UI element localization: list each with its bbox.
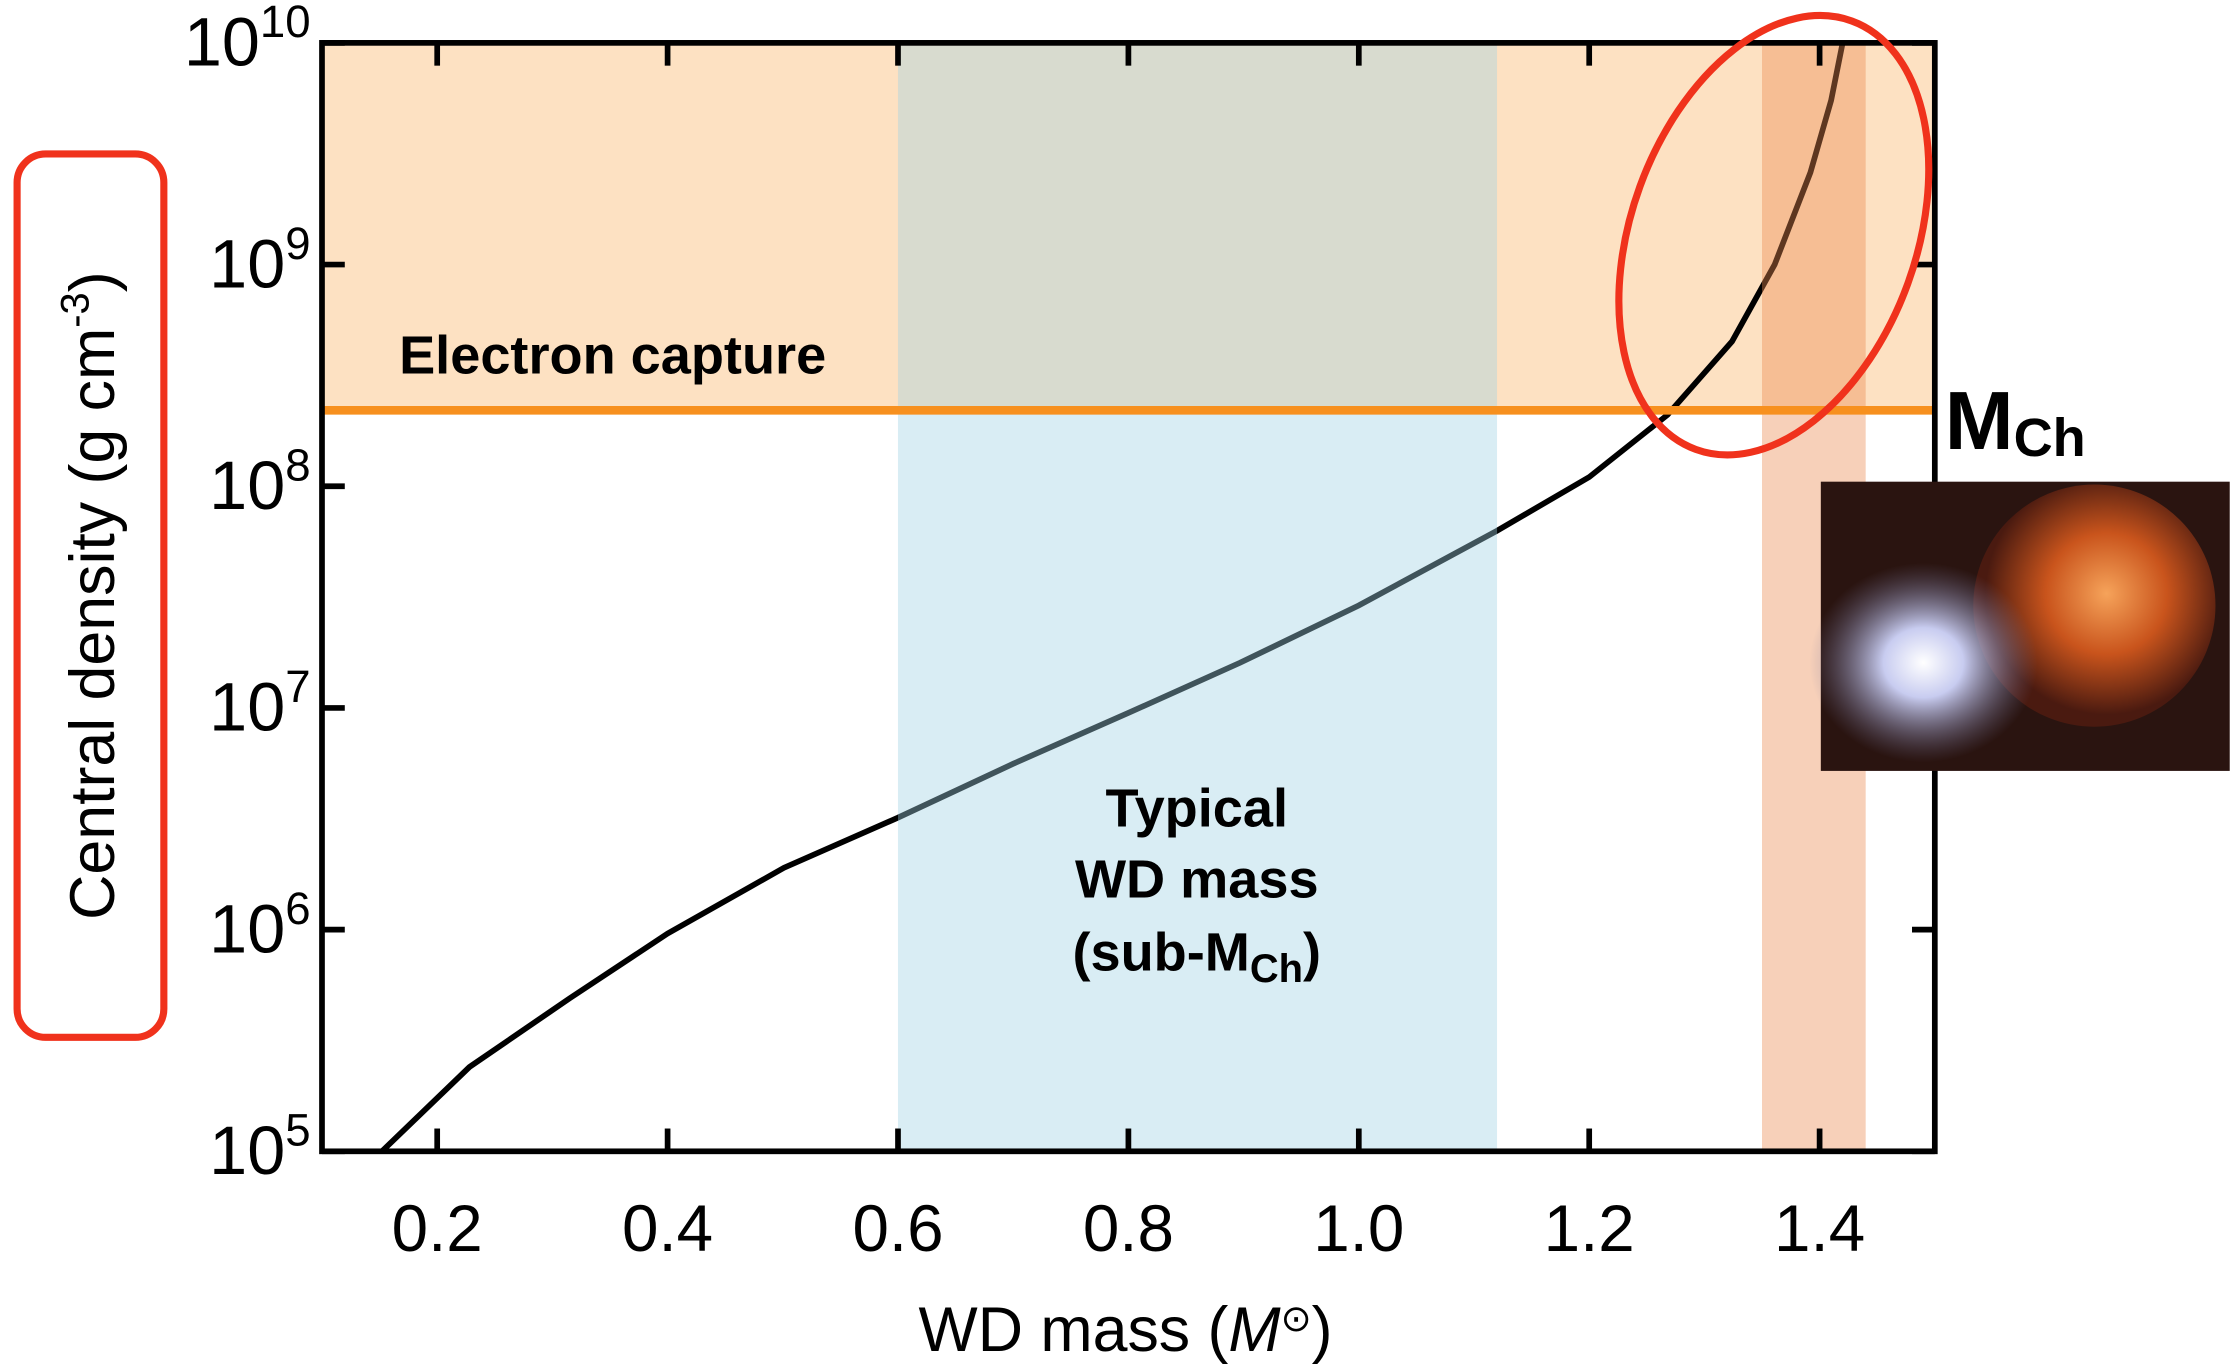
y-tick-label: 108 (209, 440, 310, 524)
band-label-line: Typical (1106, 778, 1289, 838)
y-tick-label-exp: 6 (285, 883, 310, 934)
y-tick-label-base: 10 (209, 1113, 285, 1189)
x-axis-label-end: ) (1312, 1295, 1333, 1365)
band-label-text: (sub-M (1073, 922, 1250, 982)
x-tick-label: 1.0 (1313, 1192, 1404, 1265)
y-tick-label-exp: 8 (285, 440, 310, 491)
x-axis-label-text: WD mass ( (919, 1295, 1229, 1365)
illustration (1809, 481, 2230, 771)
x-tick-label: 1.2 (1544, 1192, 1635, 1265)
x-tick-label: 1.4 (1774, 1192, 1865, 1265)
mch-label-text: M (1945, 374, 2014, 467)
band-label-sub: Ch (1250, 947, 1303, 991)
illustration-flash (1809, 562, 2038, 763)
y-tick-label-base: 10 (209, 891, 285, 967)
y-tick-label-exp: 9 (285, 218, 310, 269)
ylabel-highlight (13, 150, 168, 1041)
mch-highlight (1615, 11, 1933, 459)
y-tick-label-exp: 7 (285, 661, 310, 712)
y-tick-label-base: 10 (209, 670, 285, 746)
density-curve (379, 42, 1846, 1154)
band-label-sub-mch: (sub-MCh) (1073, 922, 1322, 990)
y-tick-label-base: 10 (209, 226, 285, 302)
y-tick-label-base: 10 (184, 5, 260, 81)
electron-capture-region (321, 42, 1935, 411)
electron-capture-label: Electron capture (399, 325, 826, 385)
y-tick-label: 105 (209, 1105, 310, 1189)
plot-layer (379, 42, 1846, 1154)
x-axis-label-symbol: ⊙ (1281, 1297, 1312, 1339)
x-axis-label: WD mass (M⊙) (919, 1295, 1333, 1365)
x-tick-label: 0.2 (392, 1192, 483, 1265)
mass-band (897, 42, 1498, 1152)
x-tick-label: 0.6 (852, 1192, 943, 1265)
y-tick-label: 107 (209, 661, 310, 745)
under-layer (321, 42, 1935, 411)
y-axis-label: Central density (g cm-3) (53, 271, 128, 919)
mch-label-sub: Ch (2014, 408, 2086, 468)
band-label: Typical WD mass (sub-MCh) (1073, 778, 1322, 990)
band-label-line: WD mass (1075, 850, 1319, 910)
y-tick-label: 1010 (184, 0, 311, 81)
y-tick-label-exp: 5 (285, 1105, 310, 1156)
y-tick-label: 106 (209, 883, 310, 967)
y-tick-label-exp: 10 (260, 0, 311, 47)
x-tick-label: 0.4 (622, 1192, 713, 1265)
mch-label: MCh (1945, 374, 2086, 468)
y-axis-label-sup: -3 (53, 292, 97, 327)
band-label-end: ) (1303, 922, 1321, 982)
x-tick-label: 0.8 (1083, 1192, 1174, 1265)
x-axis-label-italic: M (1228, 1295, 1281, 1365)
y-tick-label: 109 (209, 218, 310, 302)
y-axis-label-end: ) (58, 271, 128, 292)
y-axis-label-text: Central density (g cm (58, 328, 128, 920)
y-tick-label-base: 10 (209, 448, 285, 524)
